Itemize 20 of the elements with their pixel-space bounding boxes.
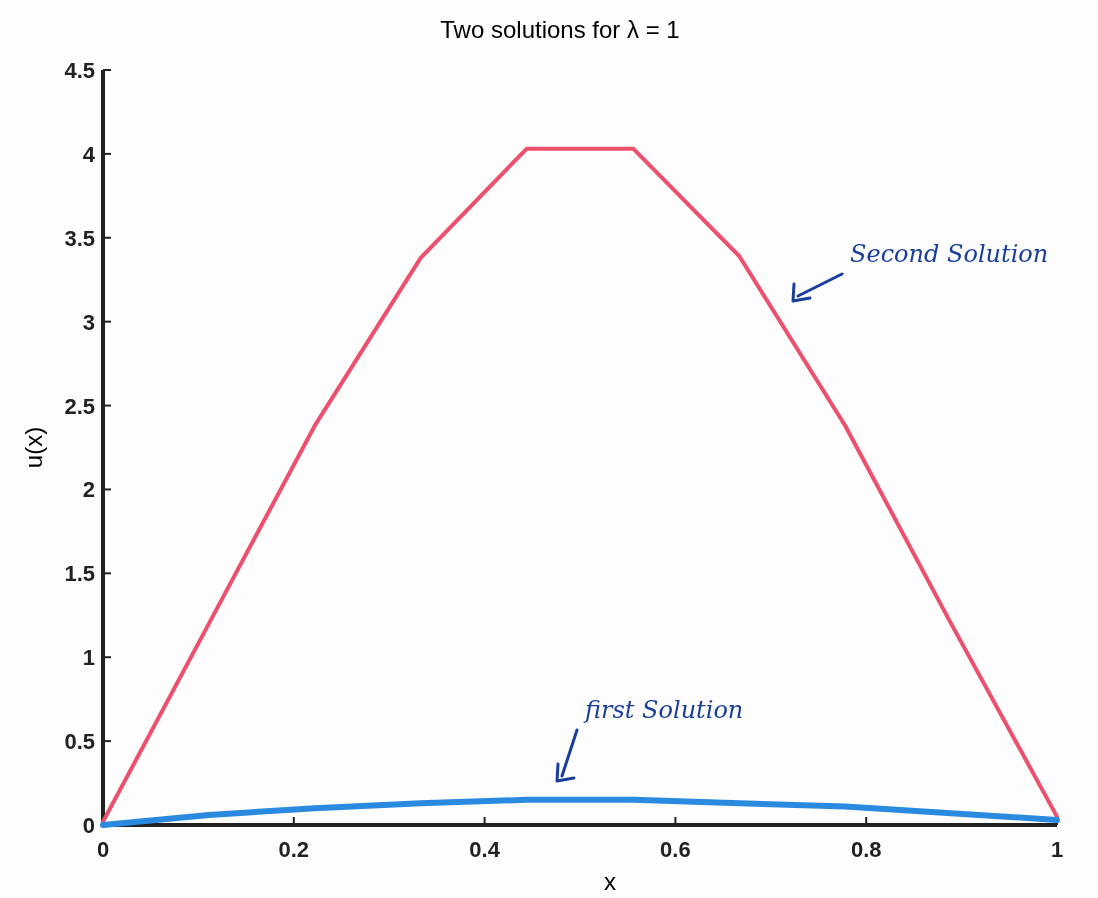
x-axis-title: x [604, 868, 616, 895]
x-tick-label: 1 [1050, 837, 1064, 862]
y-axis-title: u(x) [20, 426, 47, 469]
y-tick-label: 2.5 [64, 393, 95, 419]
y-tick-label: 0.5 [64, 729, 95, 755]
y-tick-label: 2 [82, 477, 95, 503]
x-tick-label: 0.2 [278, 837, 310, 862]
y-tick-label: 0 [82, 813, 95, 838]
chart-title: Two solutions for λ = 1 [440, 16, 680, 43]
y-tick-label: 4 [82, 141, 96, 167]
x-tick-label: 0.6 [660, 837, 691, 862]
annotation: first Solution [583, 696, 744, 724]
x-tick-label: 0.8 [850, 837, 882, 862]
y-tick-label: 1 [82, 645, 95, 671]
annotation: Second Solution [850, 240, 1049, 268]
y-tick-label: 1.5 [64, 561, 95, 587]
y-tick-label: 3.5 [64, 225, 95, 251]
y-tick-label: 3 [82, 309, 95, 335]
y-tick-label: 4.5 [64, 58, 95, 83]
x-tick-label: 0.4 [469, 837, 501, 862]
